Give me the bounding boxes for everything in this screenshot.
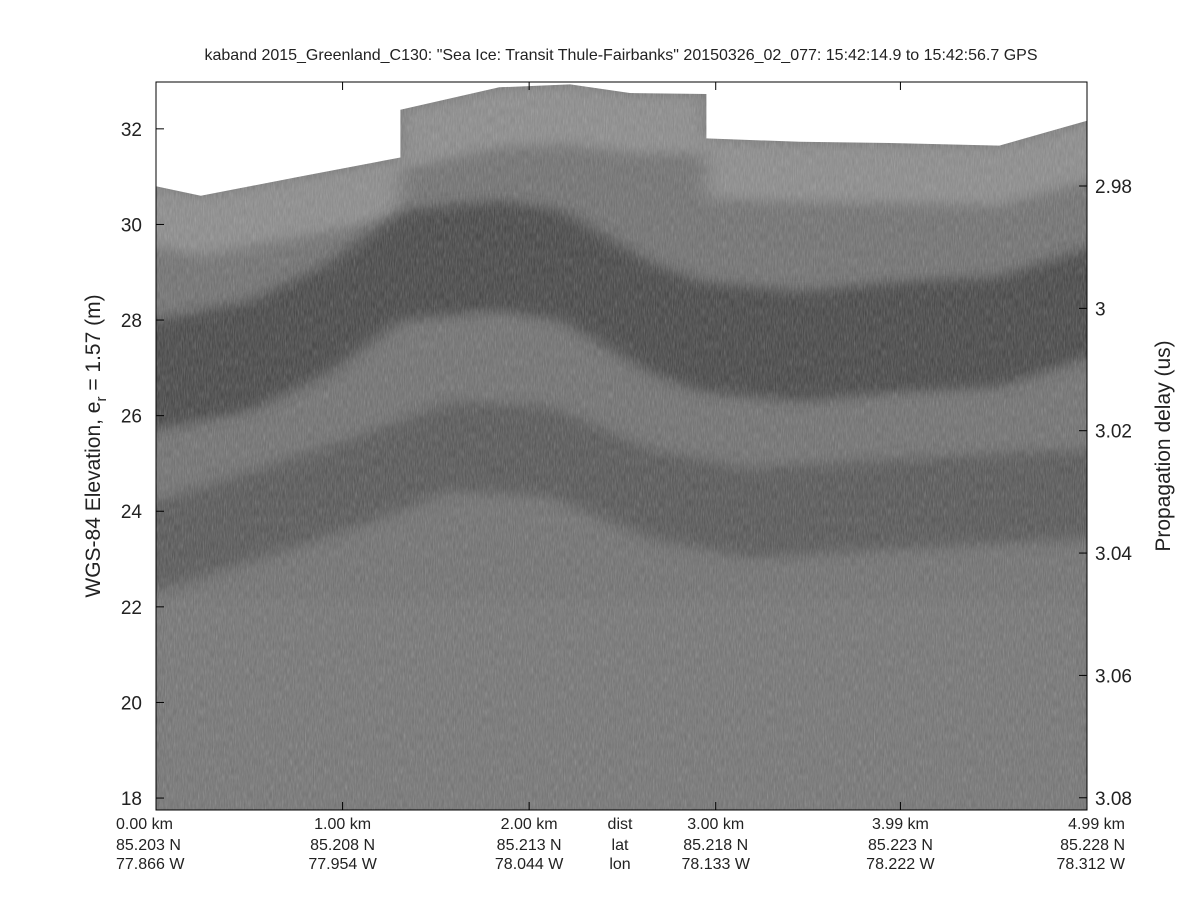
x-tick-lon: 77.954 W [308, 856, 377, 873]
x-tick-lon: 77.866 W [116, 856, 185, 873]
y2-axis-label: Propagation delay (us) [1152, 340, 1175, 551]
y-tick-label: 24 [121, 502, 143, 523]
x-tick-lon: 78.222 W [866, 856, 935, 873]
y2-tick-label: 2.98 [1095, 177, 1132, 198]
x-tick-lat: 85.223 N [868, 837, 933, 854]
y2-tick-label: 3.04 [1095, 544, 1132, 565]
y-tick-label: 30 [121, 215, 142, 236]
x-tick-lat: 85.208 N [310, 837, 375, 854]
y-tick-label: 20 [121, 693, 142, 714]
y-tick-label: 32 [121, 120, 142, 141]
radar-image [156, 82, 1087, 810]
x-tick-dist: 2.00 km [501, 816, 558, 833]
x-tick-lat: 85.213 N [497, 837, 562, 854]
y-tick-label: 18 [121, 789, 142, 810]
y-tick-label: 22 [121, 598, 142, 619]
row-label-dist: dist [608, 816, 633, 833]
y2-tick-label: 3.06 [1095, 666, 1132, 687]
x-tick-lon: 78.312 W [1057, 856, 1126, 873]
x-tick-lon: 78.133 W [681, 856, 750, 873]
x-tick-dist: 3.00 km [687, 816, 744, 833]
row-label-lon: lon [609, 856, 630, 873]
x-tick-dist: 1.00 km [314, 816, 371, 833]
chart-title: kaband 2015_Greenland_C130: "Sea Ice: Tr… [205, 47, 1038, 64]
y-axis-label: WGS-84 Elevation, er = 1.57 (m) [82, 294, 110, 597]
y2-tick-label: 3.02 [1095, 422, 1132, 443]
y-tick-label: 28 [121, 311, 142, 332]
axes-box [155, 81, 1088, 811]
row-label-lat: lat [612, 837, 629, 854]
x-tick-lon: 78.044 W [495, 856, 564, 873]
x-tick-lat: 85.218 N [683, 837, 748, 854]
x-tick-dist: 4.99 km [1068, 816, 1125, 833]
y2-tick-label: 3 [1095, 299, 1106, 320]
y-tick-label: 26 [121, 407, 142, 428]
y2-tick-label: 3.08 [1095, 789, 1132, 810]
x-tick-lat: 85.228 N [1060, 837, 1125, 854]
x-tick-dist: 0.00 km [116, 816, 173, 833]
x-tick-lat: 85.203 N [116, 837, 181, 854]
x-tick-dist: 3.99 km [872, 816, 929, 833]
